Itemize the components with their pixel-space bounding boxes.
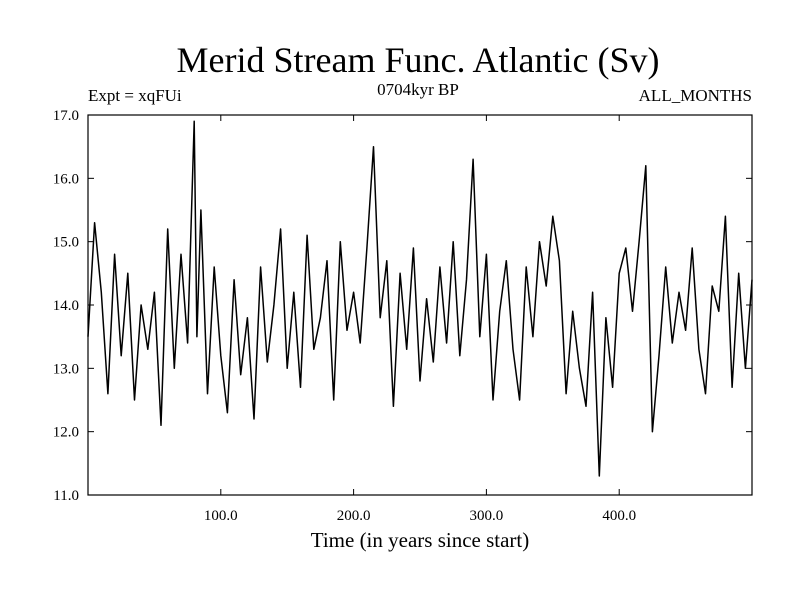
y-tick-label: 13.0: [53, 361, 79, 377]
chart-title: Merid Stream Func. Atlantic (Sv): [177, 40, 660, 80]
months-label: ALL_MONTHS: [639, 86, 752, 105]
period-label: 0704kyr BP: [377, 80, 459, 99]
plot-frame: [87, 114, 753, 496]
series-line: [87, 120, 753, 477]
x-tick-label: 300.0: [470, 508, 504, 524]
y-tick-label: 16.0: [53, 171, 79, 187]
x-tick-label: 400.0: [602, 508, 636, 524]
y-tick-label: 12.0: [53, 425, 79, 441]
experiment-label: Expt = xqFUi: [88, 86, 182, 105]
x-tick-label: 100.0: [204, 508, 238, 524]
series-layer: [87, 120, 753, 477]
y-tick-label: 14.0: [53, 298, 79, 314]
y-tick-label: 17.0: [53, 108, 79, 124]
y-tick-label: 15.0: [53, 235, 79, 251]
x-axis-label: Time (in years since start): [311, 528, 530, 552]
y-tick-label: 11.0: [53, 488, 79, 504]
x-axis: 100.0 200.0 300.0 400.0: [204, 115, 636, 524]
x-tick-label: 200.0: [337, 508, 371, 524]
